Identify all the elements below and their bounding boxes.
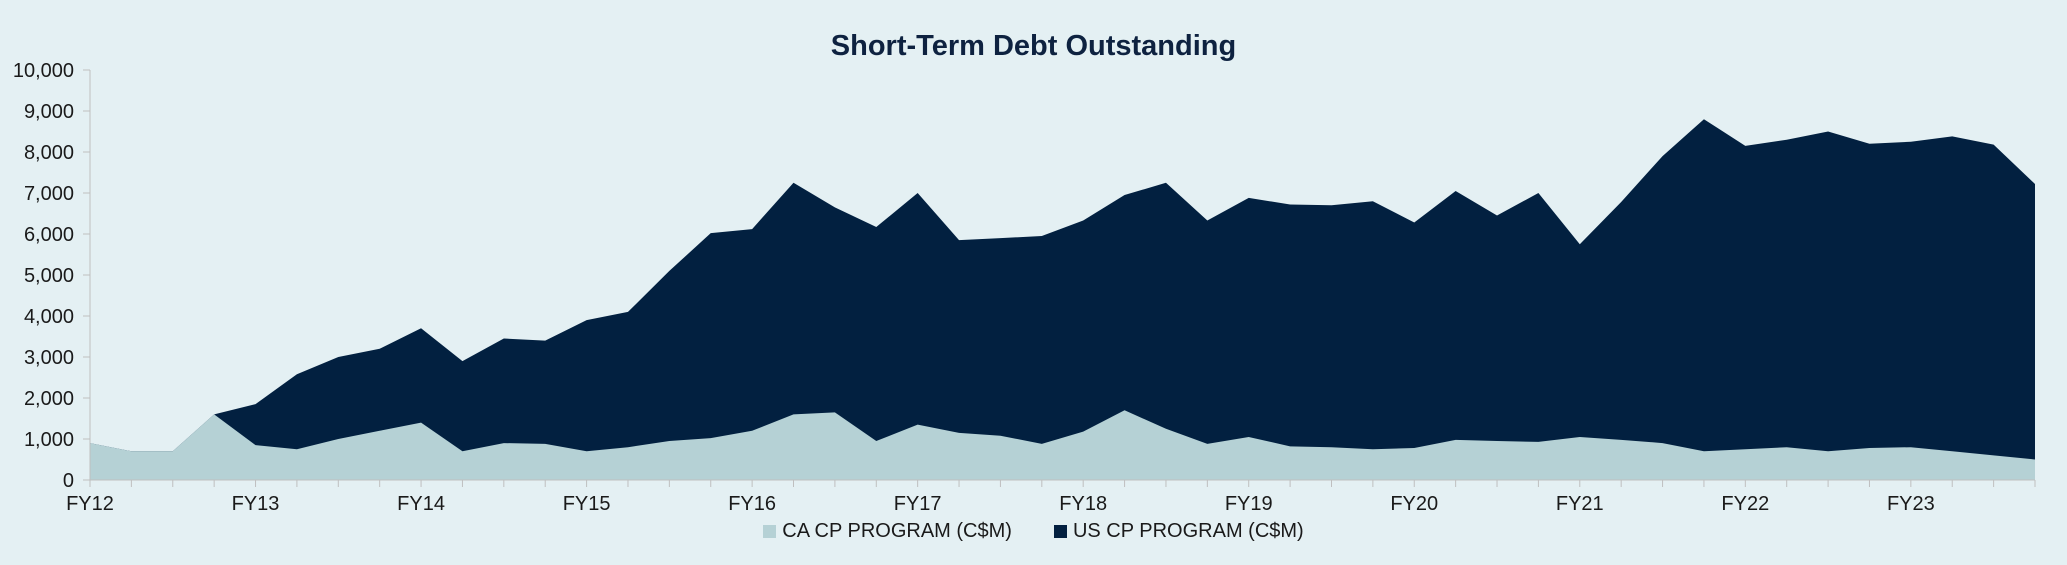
x-tick-label: FY16 <box>728 493 776 515</box>
y-tick-label: 10,000 <box>13 60 74 82</box>
y-tick-label: 8,000 <box>24 142 74 164</box>
legend: CA CP PROGRAM (C$M) US CP PROGRAM (C$M) <box>0 520 2067 543</box>
y-tick-label: 9,000 <box>24 101 74 123</box>
chart-title: Short-Term Debt Outstanding <box>830 30 1237 62</box>
x-tick-label: FY20 <box>1390 493 1438 515</box>
series-area-us-cp <box>90 119 2035 480</box>
x-tick-label: FY23 <box>1887 493 1935 515</box>
x-tick-label: FY18 <box>1059 493 1107 515</box>
x-tick-label: FY22 <box>1721 493 1769 515</box>
x-tick-label: FY17 <box>894 493 942 515</box>
legend-label-us: US CP PROGRAM (C$M) <box>1072 520 1304 542</box>
legend-swatch-ca <box>763 525 777 538</box>
x-tick-label: FY14 <box>397 493 445 515</box>
x-tick-label: FY12 <box>66 493 114 515</box>
x-tick-label: FY19 <box>1225 493 1273 515</box>
y-tick-label: 4,000 <box>24 306 74 328</box>
y-tick-label: 1,000 <box>24 429 74 451</box>
y-tick-label: 2,000 <box>24 388 74 410</box>
x-tick-label: FY21 <box>1556 493 1604 515</box>
legend-swatch-us <box>1053 525 1067 538</box>
y-tick-label: 6,000 <box>24 224 74 246</box>
y-tick-label: 7,000 <box>24 183 74 205</box>
series-area-ca-cp <box>90 410 2035 480</box>
legend-label-ca: CA CP PROGRAM (C$M) <box>782 520 1012 542</box>
x-tick-label: FY15 <box>563 493 611 515</box>
legend-item-us: US CP PROGRAM (C$M) <box>1053 520 1304 543</box>
y-tick-label: 5,000 <box>24 265 74 287</box>
y-tick-label: 0 <box>63 470 74 492</box>
x-tick-label: FY13 <box>232 493 280 515</box>
legend-item-ca: CA CP PROGRAM (C$M) <box>763 520 1012 543</box>
y-tick-label: 3,000 <box>24 347 74 369</box>
